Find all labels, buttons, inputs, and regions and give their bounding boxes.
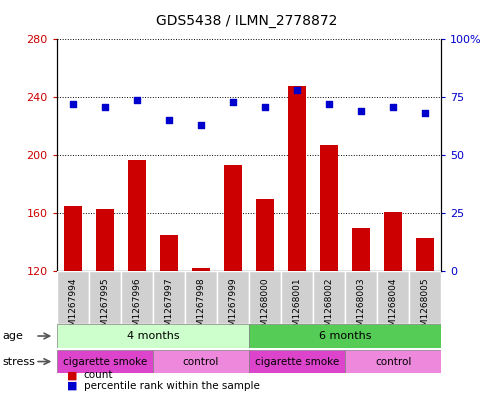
Bar [288,86,306,271]
Bar [352,228,370,271]
Bar [417,238,434,271]
Text: count: count [84,371,113,380]
Bar [153,271,185,324]
Point [357,108,365,114]
Bar [320,145,338,271]
Text: 6 months: 6 months [319,331,371,341]
Text: age: age [2,331,23,341]
Bar [377,271,409,324]
Text: GSM1268002: GSM1268002 [324,277,334,338]
Point [101,103,108,110]
Bar [249,324,441,348]
Text: GSM1267997: GSM1267997 [164,277,174,338]
Bar [121,271,153,324]
Text: control: control [183,356,219,367]
Bar [256,199,274,271]
Bar [185,271,217,324]
Text: GSM1268001: GSM1268001 [292,277,302,338]
Bar [385,212,402,271]
Point [165,117,173,123]
Text: stress: stress [2,356,35,367]
Point [293,87,301,94]
Bar [345,350,441,373]
Text: GSM1267996: GSM1267996 [132,277,141,338]
Bar [345,271,377,324]
Bar [64,206,81,271]
Text: 4 months: 4 months [127,331,179,341]
Text: GSM1267995: GSM1267995 [100,277,109,338]
Bar [153,350,249,373]
Bar [160,235,177,271]
Point [197,122,205,128]
Point [229,99,237,105]
Text: ■: ■ [67,371,77,380]
Text: GSM1268000: GSM1268000 [260,277,270,338]
Text: cigarette smoke: cigarette smoke [255,356,339,367]
Bar [192,268,210,271]
Bar [313,271,345,324]
Text: cigarette smoke: cigarette smoke [63,356,147,367]
Point [325,101,333,107]
Text: GSM1268003: GSM1268003 [356,277,366,338]
Text: percentile rank within the sample: percentile rank within the sample [84,381,260,391]
Text: GSM1267999: GSM1267999 [228,277,238,338]
Point [133,96,141,103]
Bar [224,165,242,271]
Point [421,110,429,117]
Bar [281,271,313,324]
Text: GSM1268004: GSM1268004 [388,277,398,338]
Bar [128,160,145,271]
Point [261,103,269,110]
Bar [57,324,249,348]
Bar [57,271,89,324]
Point [69,101,77,107]
Text: GSM1267998: GSM1267998 [196,277,206,338]
Bar [96,209,113,271]
Text: GSM1268005: GSM1268005 [421,277,430,338]
Bar [89,271,121,324]
Text: control: control [375,356,411,367]
Bar [217,271,249,324]
Bar [409,271,441,324]
Text: GSM1267994: GSM1267994 [68,277,77,338]
Text: ■: ■ [67,381,77,391]
Bar [57,350,153,373]
Bar [249,271,281,324]
Text: GDS5438 / ILMN_2778872: GDS5438 / ILMN_2778872 [156,14,337,28]
Point [389,103,397,110]
Bar [249,350,345,373]
